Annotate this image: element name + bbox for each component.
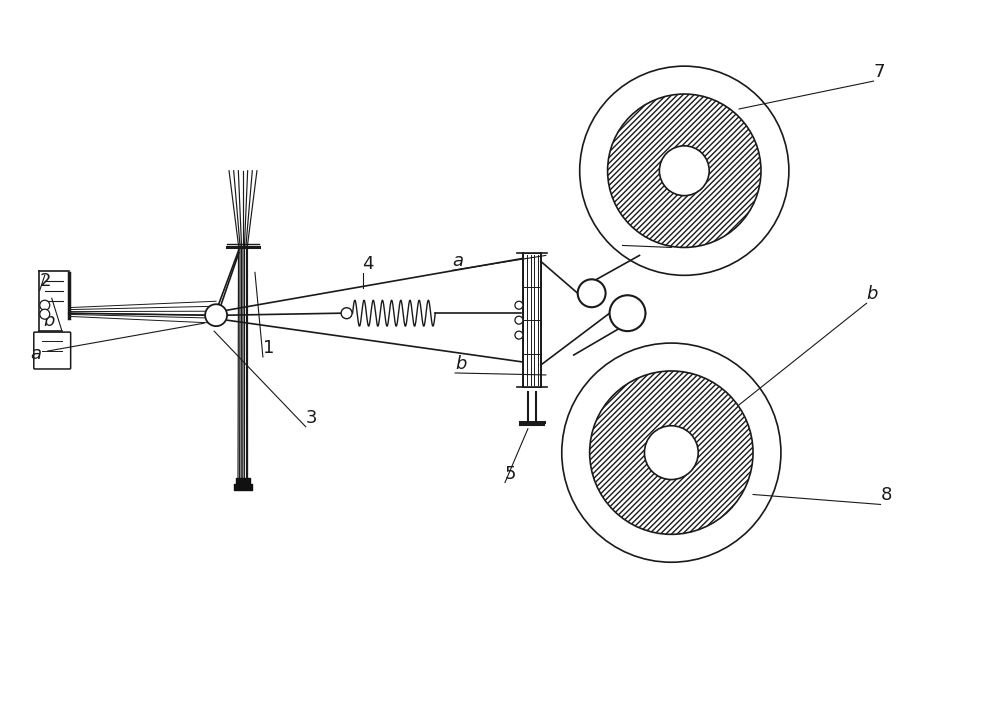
- Text: 5: 5: [505, 465, 516, 483]
- Circle shape: [644, 426, 698, 479]
- Text: 2: 2: [40, 273, 51, 290]
- Text: 3: 3: [306, 409, 317, 427]
- Circle shape: [341, 307, 352, 319]
- Text: 4: 4: [363, 255, 374, 273]
- Circle shape: [40, 300, 50, 310]
- Circle shape: [610, 295, 645, 331]
- Circle shape: [205, 304, 227, 326]
- Circle shape: [515, 316, 523, 324]
- Circle shape: [590, 371, 753, 534]
- Text: 7: 7: [874, 63, 885, 81]
- Text: b: b: [455, 355, 467, 373]
- Text: 1: 1: [263, 339, 274, 357]
- Circle shape: [40, 309, 50, 319]
- Circle shape: [659, 146, 709, 196]
- Text: b: b: [44, 312, 55, 330]
- FancyBboxPatch shape: [34, 332, 71, 369]
- Circle shape: [608, 94, 761, 247]
- Circle shape: [578, 279, 606, 307]
- Text: a: a: [30, 345, 41, 363]
- Text: b: b: [867, 285, 878, 303]
- Text: a: a: [452, 252, 463, 270]
- Text: a: a: [671, 229, 682, 247]
- Circle shape: [515, 331, 523, 339]
- Text: 8: 8: [881, 486, 892, 505]
- Circle shape: [515, 301, 523, 309]
